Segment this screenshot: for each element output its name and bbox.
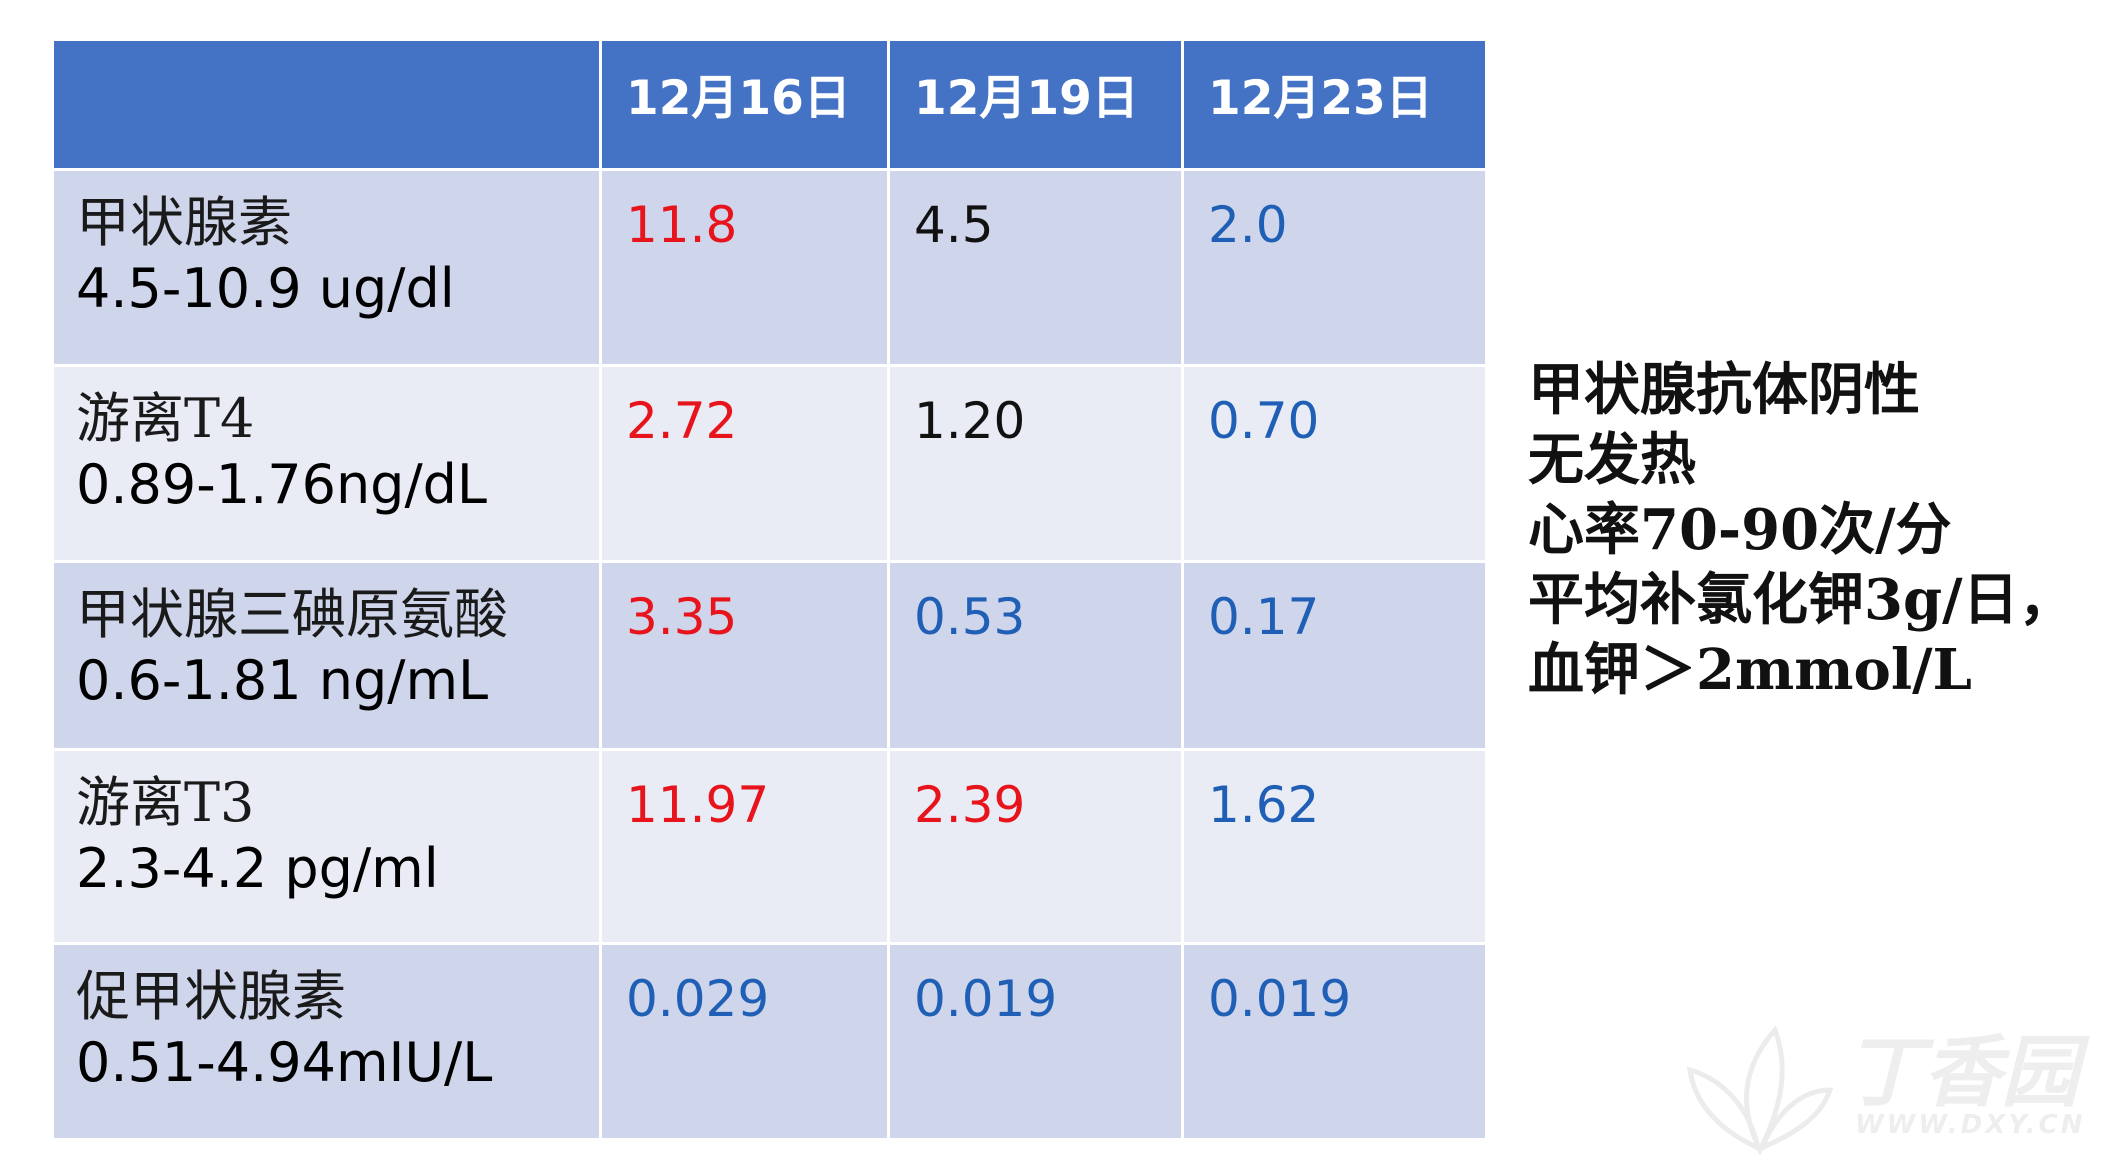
test-value: 2.0: [1208, 196, 1288, 254]
value-cell: 2.72: [599, 364, 890, 563]
note-line: 血钾＞2mmol/L: [1528, 637, 1972, 703]
test-label-cell: 甲状腺素 4.5-10.9 ug/dl: [51, 168, 602, 367]
reference-range: 0.51-4.94mIU/L: [76, 1031, 493, 1094]
test-value: 4.5: [914, 196, 994, 254]
lab-results-table: 12月16日 12月19日 12月23日 甲状腺素 4.5-10.9 ug/dl…: [51, 38, 1488, 1141]
flower-logo-icon: [1686, 1025, 1834, 1156]
value-cell: 11.97: [599, 748, 890, 945]
table-row: 甲状腺素 4.5-10.9 ug/dl 11.8 4.5 2.0: [51, 168, 1488, 367]
value-cell: 0.029: [599, 942, 890, 1141]
test-value: 3.35: [626, 588, 738, 646]
test-label-cell: 游离T4 0.89-1.76ng/dL: [51, 364, 602, 563]
test-value: 0.70: [1208, 392, 1320, 450]
table-row: 促甲状腺素 0.51-4.94mIU/L 0.029 0.019 0.019: [51, 942, 1488, 1141]
test-value: 11.97: [626, 776, 770, 834]
value-cell: 0.019: [887, 942, 1184, 1141]
note-line: 甲状腺抗体阴性: [1528, 357, 1920, 423]
test-value: 11.8: [626, 196, 738, 254]
test-value: 2.72: [626, 392, 738, 450]
note-line: 心率70-90次/分: [1528, 497, 1952, 563]
table-row: 甲状腺三碘原氨酸 0.6-1.81 ng/mL 3.35 0.53 0.17: [51, 560, 1488, 751]
test-label-cell: 游离T3 2.3-4.2 pg/ml: [51, 748, 602, 945]
test-name: 甲状腺素: [76, 191, 292, 254]
test-value: 1.62: [1208, 776, 1320, 834]
reference-range: 2.3-4.2 pg/ml: [76, 837, 439, 900]
test-value: 2.39: [914, 776, 1026, 834]
value-cell: 1.62: [1181, 748, 1488, 945]
test-value: 1.20: [914, 392, 1026, 450]
table-header-row: 12月16日 12月19日 12月23日: [51, 38, 1488, 171]
value-cell: 11.8: [599, 168, 890, 367]
test-name: 游离T4: [76, 387, 255, 450]
note-line: 无发热: [1528, 427, 1696, 493]
test-value: 0.17: [1208, 588, 1320, 646]
test-name: 甲状腺三碘原氨酸: [76, 583, 508, 646]
table-row: 游离T3 2.3-4.2 pg/ml 11.97 2.39 1.62: [51, 748, 1488, 945]
header-cell-empty: [51, 38, 602, 171]
test-name: 促甲状腺素: [76, 965, 346, 1028]
clinical-notes: 甲状腺抗体阴性 无发热 心率70-90次/分 平均补氯化钾3g/日， 血钾＞2m…: [1528, 355, 2075, 705]
value-cell: 4.5: [887, 168, 1184, 367]
value-cell: 2.0: [1181, 168, 1488, 367]
reference-range: 0.89-1.76ng/dL: [76, 453, 488, 516]
test-value: 0.53: [914, 588, 1026, 646]
header-date-1: 12月16日: [599, 38, 890, 171]
value-cell: 0.70: [1181, 364, 1488, 563]
value-cell: 3.35: [599, 560, 890, 751]
test-value: 0.019: [914, 970, 1058, 1028]
watermark-url: WWW.DXY.CN: [1855, 1110, 2086, 1140]
test-label-cell: 促甲状腺素 0.51-4.94mIU/L: [51, 942, 602, 1141]
reference-range: 0.6-1.81 ng/mL: [76, 649, 489, 712]
test-name: 游离T3: [76, 771, 255, 834]
reference-range: 4.5-10.9 ug/dl: [76, 257, 455, 320]
header-date-2: 12月19日: [887, 38, 1184, 171]
value-cell: 0.17: [1181, 560, 1488, 751]
watermark: 丁香园 WWW.DXY.CN: [1680, 1010, 2100, 1160]
table-row: 游离T4 0.89-1.76ng/dL 2.72 1.20 0.70: [51, 364, 1488, 563]
note-line: 平均补氯化钾3g/日，: [1528, 567, 2075, 633]
test-value: 0.029: [626, 970, 770, 1028]
value-cell: 0.019: [1181, 942, 1488, 1141]
value-cell: 1.20: [887, 364, 1184, 563]
test-value: 0.019: [1208, 970, 1352, 1028]
value-cell: 0.53: [887, 560, 1184, 751]
value-cell: 2.39: [887, 748, 1184, 945]
watermark-name: 丁香园: [1845, 1028, 2080, 1118]
header-date-3: 12月23日: [1181, 38, 1488, 171]
test-label-cell: 甲状腺三碘原氨酸 0.6-1.81 ng/mL: [51, 560, 602, 751]
